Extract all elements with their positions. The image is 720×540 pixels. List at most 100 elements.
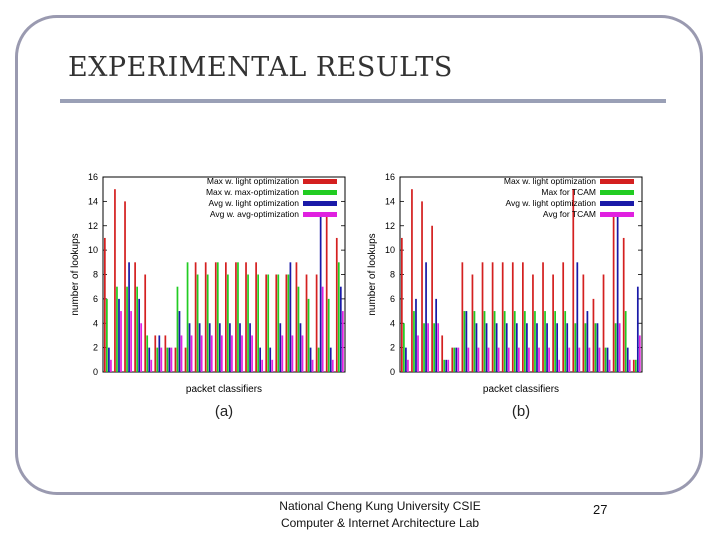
slide-frame — [15, 15, 703, 495]
chart-b-bar — [604, 347, 607, 372]
chart-a-bar — [271, 359, 274, 372]
chart-a-bar — [210, 335, 213, 372]
chart-a-bar — [257, 274, 259, 372]
chart-b-bar — [596, 323, 599, 372]
chart-b-bar — [467, 347, 470, 372]
chart-a-bar — [297, 286, 300, 372]
chart-b-panel-label: (b) — [512, 403, 530, 420]
chart-a-bar — [116, 286, 118, 372]
chart-b-bar — [578, 347, 581, 372]
chart-b-bar — [634, 359, 637, 372]
chart-b-bar — [618, 323, 621, 372]
chart-b-ytick-label: 4 — [390, 318, 395, 328]
chart-a-bar — [287, 274, 290, 372]
chart-a-bar — [307, 298, 310, 372]
chart-a-bar — [166, 347, 169, 372]
chart-a-ytick-label: 6 — [93, 294, 98, 304]
chart-a-container: 0 2 4 6 8 10 12 14 16 number of lookups packet cla… — [65, 165, 355, 435]
chart-a-bar — [299, 323, 302, 372]
chart-b-bar — [475, 323, 478, 372]
chart-a-bar — [154, 335, 157, 372]
footer-line-1: National Cheng Kung University CSIE — [279, 499, 481, 513]
chart-a-bar — [148, 347, 151, 372]
chart-b-bar — [526, 323, 528, 372]
chart-b-bar — [598, 347, 601, 372]
chart-a-bar — [214, 262, 217, 372]
chart-b-bar — [485, 323, 488, 372]
chart-b-bar — [407, 359, 409, 372]
chart-b-bar — [483, 311, 486, 372]
chart-b-ytick-label: 14 — [385, 196, 395, 206]
chart-b-bar — [584, 323, 587, 372]
chart-b-bar — [477, 347, 480, 372]
chart-b-bar — [524, 311, 526, 372]
chart-b-bar — [515, 323, 518, 372]
chart-b-y-axis-label: number of lookups — [367, 233, 378, 315]
chart-a-legend-label: Avg w. avg-optimization — [210, 209, 299, 219]
chart-a-bar — [200, 335, 203, 372]
chart-a-bar — [239, 323, 241, 372]
chart-a-bar — [335, 237, 338, 372]
chart-b-bar — [405, 347, 407, 372]
chart-a-bar — [110, 359, 112, 372]
chart-a-ytick-label: 16 — [88, 172, 98, 182]
page-title: EXPERIMENTAL RESULTS — [68, 52, 453, 83]
chart-a-bar — [136, 286, 138, 372]
chart-a-ytick-label: 0 — [93, 367, 98, 377]
chart-a-bar — [146, 335, 149, 372]
chart-a-bar — [150, 359, 153, 372]
chart-b-bar — [552, 274, 554, 372]
chart-b-bar — [471, 274, 474, 372]
chart-a-bar — [158, 335, 161, 372]
chart-b-bar — [576, 262, 579, 372]
chart-b-bar — [582, 274, 585, 372]
chart-a-bar — [108, 347, 110, 372]
chart-b-bar — [592, 298, 595, 372]
chart-b-bar — [556, 323, 559, 372]
chart-b-bar — [636, 286, 639, 372]
chart-b-bar — [536, 323, 538, 372]
chart-b-legend-swatch — [600, 201, 634, 206]
chart-a-bar — [279, 323, 282, 372]
chart-b-bar — [602, 274, 605, 372]
chart-b-bar — [497, 347, 500, 372]
chart-a-bar — [241, 335, 243, 372]
chart-a-bar — [144, 274, 147, 372]
chart-a-bar — [321, 286, 324, 372]
chart-b-bar — [544, 311, 546, 372]
chart-a-ytick-label: 4 — [93, 318, 98, 328]
chart-b-bar — [632, 359, 635, 372]
chart-b-legend-label: Avg w. light optimization — [505, 198, 596, 208]
chart-a-bar — [329, 347, 332, 372]
chart-a-bar — [261, 359, 264, 372]
chart-b-bar — [522, 262, 524, 372]
chart-a-legend-swatch — [303, 190, 337, 195]
chart-b-bar — [495, 323, 498, 372]
chart-b-bar — [534, 311, 536, 372]
chart-a-plot-area — [102, 176, 346, 373]
chart-b-legend-label: Avg for TCAM — [543, 209, 596, 219]
chart-a-bar — [319, 213, 322, 372]
chart-a-ytick-label: 12 — [88, 221, 98, 231]
chart-a-bar — [168, 347, 171, 372]
chart-b-ytick-label: 12 — [385, 221, 395, 231]
chart-a-bar — [176, 286, 179, 372]
chart-a-bar — [178, 311, 181, 372]
chart-a-bar — [269, 347, 272, 372]
chart-b-bar — [417, 335, 419, 372]
chart-b-bar — [507, 347, 510, 372]
chart-b-bar — [588, 347, 591, 372]
footer-line-2: Computer & Internet Architecture Lab — [280, 516, 480, 530]
chart-a: 0 2 4 6 8 10 12 14 16 number of lookups packet cla… — [70, 172, 346, 420]
chart-a-bar — [206, 274, 209, 372]
chart-a-bar — [291, 335, 294, 372]
chart-a-bar — [255, 262, 257, 372]
chart-b-bar — [473, 311, 476, 372]
chart-b-bar — [433, 323, 435, 372]
chart-b-bar — [624, 311, 627, 372]
chart-b-bar — [612, 213, 615, 372]
chart-a-bar — [295, 262, 298, 372]
chart-b-bar — [542, 262, 544, 372]
chart-a-bar — [317, 347, 320, 372]
chart-b-bar — [503, 311, 506, 372]
